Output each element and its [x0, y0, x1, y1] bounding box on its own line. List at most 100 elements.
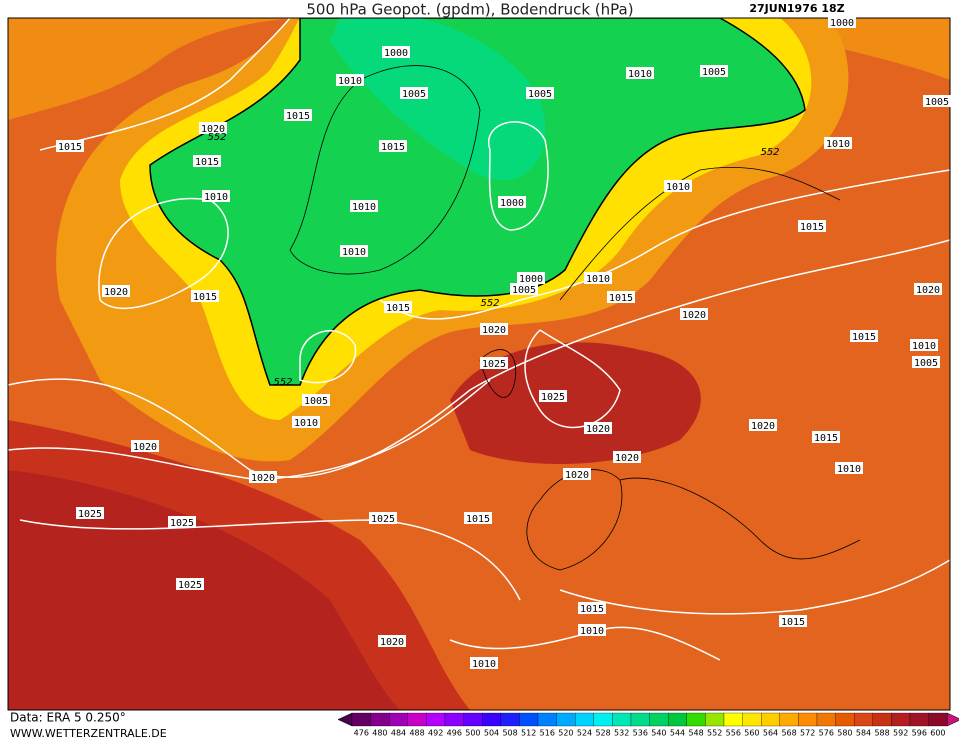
isobar-label-box [336, 74, 364, 86]
valid-time: 27JUN1976 18Z [749, 2, 844, 15]
isobar-label: 1005 [304, 396, 328, 407]
isobar-label-box [798, 220, 826, 232]
map-field [8, 18, 950, 710]
isobar-label: 1010 [294, 418, 318, 429]
isobar-label-box [350, 200, 378, 212]
colorbar-tick-label: 548 [688, 729, 703, 738]
isobar-label-box [923, 95, 951, 107]
colorbar-tick-label: 496 [447, 729, 462, 738]
isobar-label: 1020 [133, 442, 157, 453]
isobar-label: 1015 [781, 617, 805, 628]
isobar-label: 1020 [251, 473, 275, 484]
colorbar-box [593, 712, 613, 727]
colorbar-tick-label: 532 [614, 729, 629, 738]
colorbar-box [556, 712, 576, 727]
isobar-label: 1015 [466, 514, 490, 525]
colorbar-tick-label: 504 [484, 729, 499, 738]
colorbar-box [351, 712, 371, 727]
isobar-label: 1025 [178, 580, 202, 591]
isobar-label-box [510, 283, 538, 295]
colorbar-box [891, 712, 911, 727]
colorbar-box [872, 712, 892, 727]
field-green [149, 18, 806, 386]
colorbar-tick-label: 508 [502, 729, 517, 738]
isobar-label-box [680, 308, 708, 320]
map-title: 500 hPa Geopot. (gpdm), Bodendruck (hPa) [306, 1, 633, 19]
isobar-label: 1010 [472, 659, 496, 670]
colorbar-box [909, 712, 929, 727]
colorbar-box [686, 712, 706, 727]
isobar-label: 1010 [342, 247, 366, 258]
isobar-label-box [369, 512, 397, 524]
colorbar-box [761, 712, 780, 727]
isobar-label: 1025 [541, 392, 565, 403]
colorbar-tick-label: 512 [521, 729, 536, 738]
isobar-label-box [910, 339, 938, 351]
isobar-label-box [828, 16, 856, 28]
colorbar-under [337, 712, 353, 727]
colorbar-tick-label: 476 [354, 729, 369, 738]
colorbar-tick-label: 588 [874, 729, 889, 738]
isobar-label: 1015 [381, 142, 405, 153]
colorbar-box [612, 712, 632, 727]
isobar-label-box [176, 578, 204, 590]
isobar-label-box [340, 245, 368, 257]
isobar-label: 1010 [580, 626, 604, 637]
website: WWW.WETTERZENTRALE.DE [10, 727, 167, 740]
colorbar-box [575, 712, 594, 727]
isobar-label: 1020 [615, 453, 639, 464]
isobar-label-box [378, 635, 406, 647]
colorbar-tick-label: 568 [781, 729, 796, 738]
colorbar-over [946, 712, 959, 727]
isobar-label-box [584, 422, 612, 434]
isobar-label-box [626, 67, 654, 79]
colorbar-box [854, 712, 873, 727]
colorbar-box [835, 712, 855, 727]
isobar-label: 1025 [482, 359, 506, 370]
isobar-label-box [664, 180, 692, 192]
colorbar-box [928, 712, 948, 727]
isobar-label: 1010 [837, 464, 861, 475]
isobar-label: 1010 [628, 69, 652, 80]
isobar-label: 1010 [338, 76, 362, 87]
isobar-label: 1015 [814, 433, 838, 444]
isobar-label: 1010 [586, 274, 610, 285]
geopotential-label: 552 [273, 377, 292, 388]
colorbar-box [426, 712, 446, 727]
isobar-label: 1000 [384, 48, 408, 59]
isobar-label-box [526, 87, 554, 99]
isobar-label-box [749, 419, 777, 431]
isobar-label: 1005 [512, 285, 536, 296]
colorbar-tick-label: 500 [465, 729, 480, 738]
isobar-label: 1015 [852, 332, 876, 343]
isobar-label-box [850, 330, 878, 342]
isobar-label: 1005 [914, 358, 938, 369]
colorbar-tick-label: 576 [819, 729, 834, 738]
colorbar-tick-label: 544 [670, 729, 685, 738]
isobar-label-box [607, 291, 635, 303]
isobar-label: 1005 [402, 89, 426, 100]
isobar-label: 1010 [352, 202, 376, 213]
isobar-label: 1005 [925, 97, 949, 108]
isobar-label-box [824, 137, 852, 149]
isobar-label-box [382, 46, 410, 58]
colorbar-box [723, 712, 743, 727]
isobar-label-box [168, 516, 196, 528]
colorbar-box [482, 712, 501, 727]
isobar-label-box [912, 356, 940, 368]
colorbar-box [668, 712, 687, 727]
colorbar-tick-label: 516 [540, 729, 555, 738]
isobar-label-box [563, 468, 591, 480]
colorbar-box [798, 712, 818, 727]
data-source: Data: ERA 5 0.250° [10, 711, 126, 725]
isobar-label: 1020 [682, 310, 706, 321]
isobar-label-box [584, 272, 612, 284]
isobar-label-box [379, 140, 407, 152]
field-hot [450, 342, 701, 464]
colorbar-tick-label: 480 [372, 729, 387, 738]
geopotential-label: 552 [760, 147, 779, 158]
isobar-label: 1025 [371, 514, 395, 525]
isobar-label-box [700, 65, 728, 77]
colorbar-tick-label: 580 [837, 729, 852, 738]
